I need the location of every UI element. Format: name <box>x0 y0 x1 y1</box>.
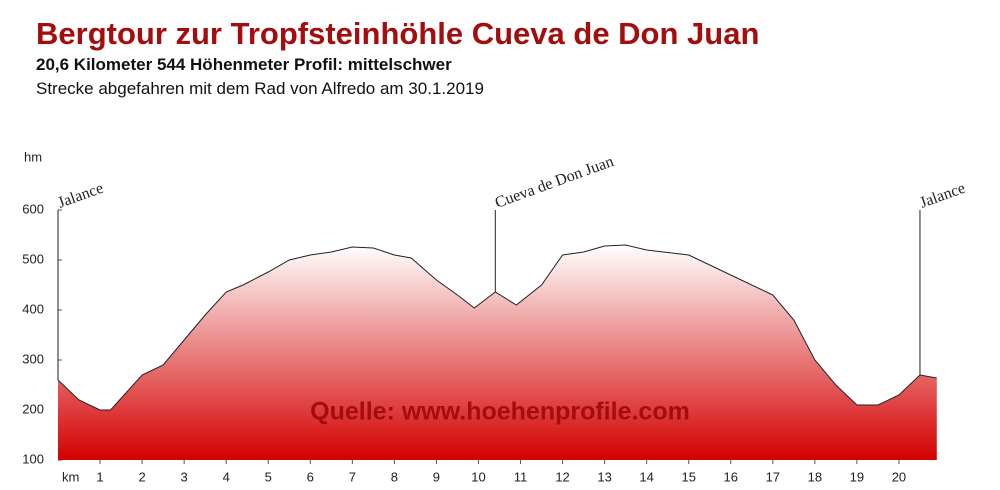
subtitle: 20,6 Kilometer 544 Höhenmeter Profil: mi… <box>36 55 452 74</box>
annotation-label: Cueva de Don Juan <box>493 153 616 212</box>
x-tick-label: 13 <box>597 469 611 484</box>
x-tick-label: 15 <box>681 469 695 484</box>
annotation-label: Jalance <box>918 180 968 212</box>
x-tick-label: 19 <box>850 469 864 484</box>
y-tick-label: 400 <box>22 301 44 316</box>
chart-title: Bergtour zur Tropfsteinhöhle Cueva de Do… <box>36 16 759 51</box>
x-tick-label: 8 <box>391 469 398 484</box>
y-axis-label: hm <box>24 149 42 164</box>
area <box>58 245 937 460</box>
annotation-label: Jalance <box>56 180 106 212</box>
x-tick-label: 17 <box>766 469 780 484</box>
x-tick-label: 4 <box>223 469 230 484</box>
watermark: Quelle: www.hoehenprofile.com <box>310 398 690 426</box>
x-tick-label: 20 <box>892 469 906 484</box>
x-tick-label: 3 <box>181 469 188 484</box>
y-tick-label: 200 <box>22 401 44 416</box>
profile-line <box>57 244 937 411</box>
x-tick-label: 10 <box>471 469 485 484</box>
x-tick-label: 6 <box>307 469 314 484</box>
caption: Strecke abgefahren mit dem Rad von Alfre… <box>36 79 484 98</box>
x-axis-label: km <box>62 469 79 484</box>
x-tick-label: 7 <box>349 469 356 484</box>
y-tick-label: 600 <box>22 201 44 216</box>
x-tick-label: 9 <box>433 469 440 484</box>
y-tick-label: 300 <box>22 351 44 366</box>
x-tick-label: 5 <box>265 469 272 484</box>
x-tick-label: 1 <box>96 469 103 484</box>
x-tick-label: 16 <box>724 469 738 484</box>
x-tick-label: 18 <box>808 469 822 484</box>
x-tick-label: 12 <box>555 469 569 484</box>
x-tick-label: 14 <box>639 469 653 484</box>
x-tick-label: 2 <box>138 469 145 484</box>
y-tick-label: 100 <box>22 451 44 466</box>
x-tick-label: 11 <box>514 469 528 484</box>
y-tick-label: 500 <box>22 251 44 266</box>
